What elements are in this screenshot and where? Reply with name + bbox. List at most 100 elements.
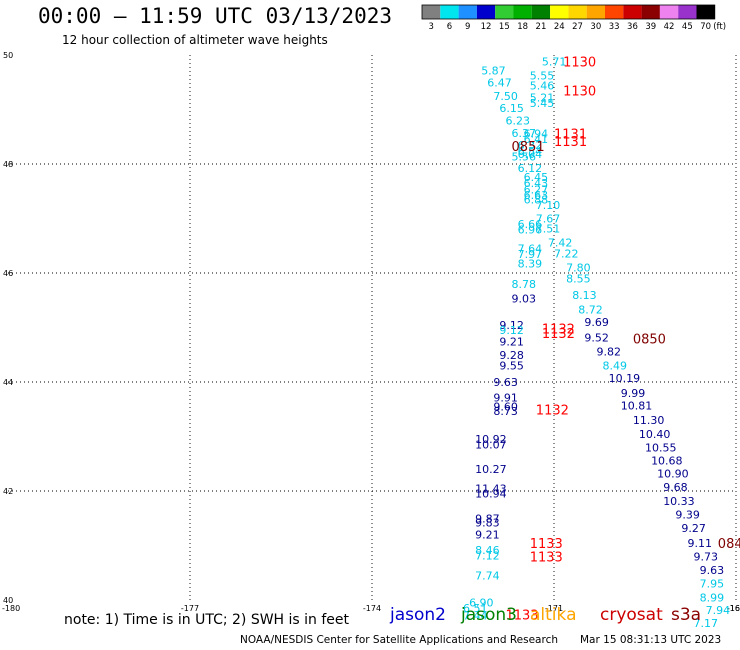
wave-height-label: 5.21 xyxy=(530,92,555,105)
pass-time-label: 1130 xyxy=(563,84,596,99)
wave-height-label: 8.72 xyxy=(578,304,603,317)
wave-height-label: 6.90 xyxy=(469,597,494,610)
wave-height-label: 7.80 xyxy=(566,262,591,275)
latitude-tick: 50 xyxy=(3,51,13,60)
wave-height-label: 9.11 xyxy=(687,537,712,550)
wave-height-label: 10.81 xyxy=(621,399,653,412)
pass-time-label: 1132 xyxy=(536,403,569,418)
pass-time-label: 1131 xyxy=(554,127,587,142)
wave-height-label: 10.33 xyxy=(663,495,695,508)
pass-time-label: 1131 xyxy=(554,135,587,150)
wave-height-label: 7.22 xyxy=(554,247,579,260)
wave-height-label: 9.73 xyxy=(694,550,719,563)
pass-time-label: 1132 xyxy=(542,323,575,338)
wave-height-label: 7.17 xyxy=(694,617,719,630)
pass-time-label: 1133 xyxy=(505,609,538,624)
wave-height-label: 9.21 xyxy=(475,529,500,542)
wave-height-label: 9.21 xyxy=(499,336,524,349)
scale-label: 9 xyxy=(465,22,470,32)
wave-height-label: 9.27 xyxy=(681,522,706,535)
satellite-cryosat: cryosat xyxy=(600,605,663,625)
scale-label: 30 xyxy=(590,22,601,32)
wave-height-label: 6.27 xyxy=(524,184,549,197)
scale-swatch xyxy=(422,5,441,19)
wave-height-label: 5.55 xyxy=(530,70,555,83)
scale-label: 18 xyxy=(517,22,528,32)
scale-swatch xyxy=(696,5,715,19)
pass-time-label: 0850 xyxy=(633,332,666,347)
scale-label: 24 xyxy=(554,22,565,32)
wave-height-label: 9.63 xyxy=(493,376,518,389)
scale-swatch xyxy=(623,5,642,19)
scale-label: 42 xyxy=(664,22,675,32)
footer-note: note: 1) Time is in UTC; 2) SWH is in fe… xyxy=(64,612,350,628)
wave-height-label: 6.63 xyxy=(524,189,549,202)
wave-height-label: 10.68 xyxy=(651,454,683,467)
wave-height-label: 8.55 xyxy=(566,272,591,285)
scale-swatch xyxy=(476,5,496,19)
chart-subtitle: 12 hour collection of altimeter wave hei… xyxy=(62,33,328,47)
wave-height-values: 5.71 5.87 5.55 6.47 5.46 7.50 5.215.45 6.156.23… xyxy=(463,56,731,630)
wave-height-label: 7.94 xyxy=(706,604,731,617)
scale-swatch xyxy=(605,5,624,19)
scale-label: 21 xyxy=(536,22,547,32)
wave-height-label: 7.10 xyxy=(536,199,561,212)
map-grid xyxy=(8,55,737,600)
wave-height-label: 9.39 xyxy=(675,508,700,521)
scale-label: 70 xyxy=(700,22,711,32)
longitude-tick: -171 xyxy=(545,604,563,613)
wave-height-label: 7.74 xyxy=(475,569,500,582)
scale-swatch xyxy=(495,5,514,19)
wave-height-label: 9.60 xyxy=(493,401,518,414)
scale-swatch xyxy=(586,5,605,19)
satellite-jason2: jason2 xyxy=(390,605,446,625)
wave-height-label: 5.45 xyxy=(530,97,555,110)
wave-height-label: 11.30 xyxy=(633,414,665,427)
wave-height-label: 9.12 xyxy=(499,319,524,332)
wave-height-label: 7.12 xyxy=(475,549,500,562)
wave-height-label: 6.32 xyxy=(518,139,543,152)
wave-height-label: 9.91 xyxy=(493,391,518,404)
wave-height-label: 8.49 xyxy=(603,360,628,373)
scale-label: 36 xyxy=(627,22,638,32)
longitude-tick: -180 xyxy=(2,604,20,613)
scale-swatch xyxy=(440,5,459,19)
satellite-s3a: s3a xyxy=(671,605,702,625)
wave-height-label: 8.46 xyxy=(475,544,500,557)
wave-height-label: 8.78 xyxy=(512,278,537,291)
wave-height-label: 5.87 xyxy=(481,64,506,77)
wave-height-label: 9.55 xyxy=(499,360,524,373)
wave-height-label: 10.19 xyxy=(609,372,641,385)
generated-timestamp: Mar 15 08:31:13 UTC 2023 xyxy=(580,634,722,646)
wave-height-label: 7.50 xyxy=(493,90,518,103)
wave-height-label: 6.94 xyxy=(524,127,549,140)
wave-height-label: 5.56 xyxy=(512,150,537,163)
wave-height-label: 9.82 xyxy=(596,345,621,358)
scale-label: 3 xyxy=(428,22,433,32)
wave-height-label: 7.51 xyxy=(536,222,561,235)
wave-height-label: 10.94 xyxy=(475,488,507,501)
wave-height-label: 10.55 xyxy=(645,441,677,454)
wave-height-label: 9.03 xyxy=(512,293,537,306)
wave-height-label: 9.28 xyxy=(499,349,524,362)
scale-swatch xyxy=(513,5,532,19)
wave-height-label: 6.88 xyxy=(524,193,549,206)
wave-height-label: 6.37 xyxy=(512,127,537,140)
wave-height-label: 7.44 xyxy=(463,609,488,622)
scale-swatch xyxy=(550,5,569,19)
wave-height-label: 11.43 xyxy=(475,482,507,495)
scale-label: 39 xyxy=(645,22,656,32)
scale-label: 6 xyxy=(447,22,452,32)
latitude-tick: 46 xyxy=(3,269,13,278)
wave-height-label: 10.07 xyxy=(475,439,507,452)
wave-height-label: 6.51 xyxy=(463,602,488,615)
pass-time-label: 0849 xyxy=(718,537,740,552)
wave-height-label: 9.68 xyxy=(663,481,688,494)
wave-height-label: 10.27 xyxy=(475,463,507,476)
wave-height-label: 5.71 xyxy=(542,56,567,69)
wave-height-label: 8.39 xyxy=(518,258,543,271)
axis-ticks: -180 -177 -174 -171 -168-16 50 48 46 44 42 40 xyxy=(2,51,740,613)
wave-height-label: 7.67 xyxy=(536,213,561,226)
wave-height-label: 6.12 xyxy=(518,162,543,175)
